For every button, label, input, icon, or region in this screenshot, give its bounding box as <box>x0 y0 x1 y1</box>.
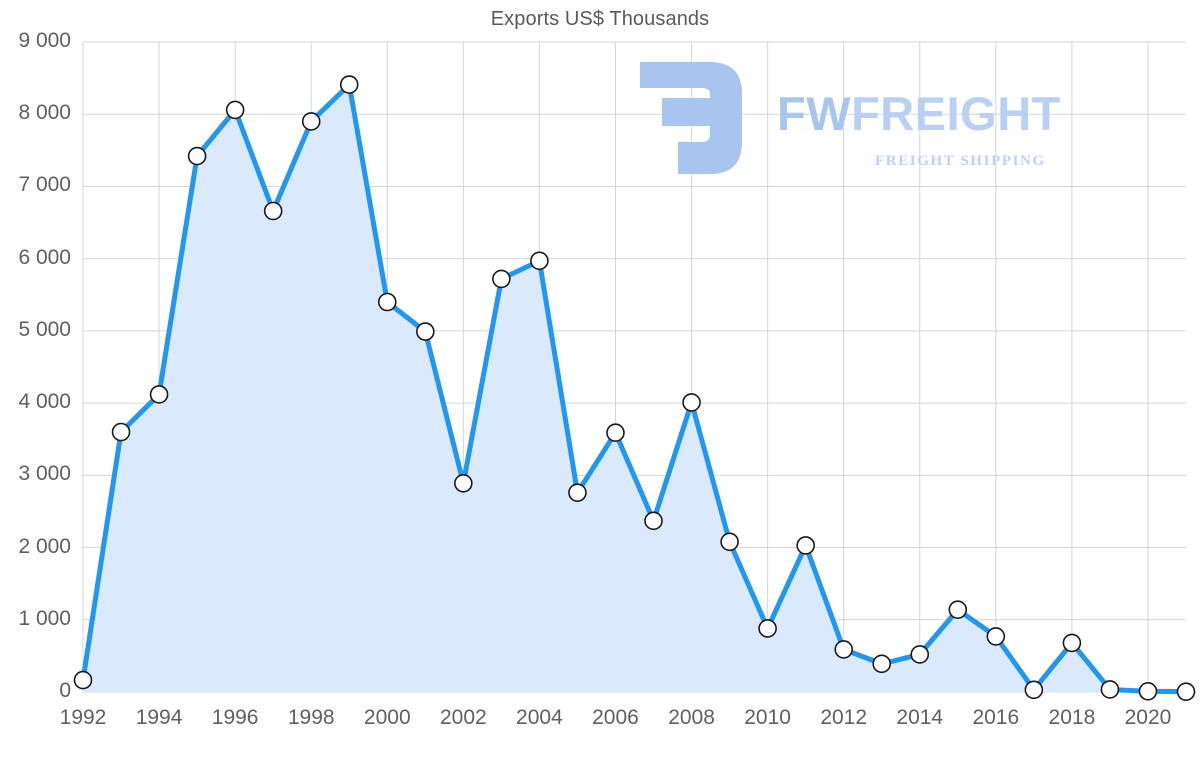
data-point-marker[interactable] <box>1100 680 1120 699</box>
chart-title: Exports US$ Thousands <box>490 8 710 30</box>
data-point-marker[interactable] <box>986 627 1006 646</box>
data-point-marker[interactable] <box>758 619 777 638</box>
y-axis-tick-label: 4 000 <box>18 390 71 414</box>
data-point-markers[interactable] <box>73 75 1196 701</box>
data-point-marker[interactable] <box>1138 681 1158 701</box>
x-axis-tick-label: 2010 <box>744 706 791 729</box>
data-point-marker[interactable] <box>568 483 587 502</box>
x-axis-tick-label: 2008 <box>668 706 715 729</box>
data-point-marker[interactable] <box>682 393 701 412</box>
data-point-marker[interactable] <box>73 670 93 690</box>
data-point-marker[interactable] <box>606 423 625 443</box>
y-axis-tick-label: 6 000 <box>18 245 71 269</box>
data-point-marker[interactable] <box>910 645 930 664</box>
y-axis-tick-label: 1 000 <box>18 606 71 630</box>
y-axis-tick-label: 8 000 <box>18 101 71 125</box>
y-axis-tick-label: 5 000 <box>18 317 71 341</box>
data-point-marker[interactable] <box>187 146 207 166</box>
x-axis-tick-label: 2016 <box>972 706 1020 729</box>
x-axis-tick-label: 2000 <box>363 706 411 729</box>
data-point-marker[interactable] <box>301 112 321 131</box>
data-point-marker[interactable] <box>872 654 892 674</box>
x-axis-tick-label: 1992 <box>59 706 107 729</box>
x-axis-tick-label: 2002 <box>439 706 487 729</box>
data-point-marker[interactable] <box>416 322 435 341</box>
data-line <box>80 82 1189 695</box>
data-point-marker[interactable] <box>111 422 131 442</box>
x-axis-tick-label: 1996 <box>211 706 259 729</box>
data-point-marker[interactable] <box>644 511 663 531</box>
data-point-marker[interactable] <box>796 536 815 555</box>
data-point-marker[interactable] <box>454 473 473 493</box>
x-axis-tick-label: 2018 <box>1048 706 1096 729</box>
data-point-marker[interactable] <box>530 251 549 271</box>
y-axis-tick-label: 0 <box>59 679 71 702</box>
x-axis-tick-label: 1994 <box>135 706 183 729</box>
x-axis-tick-label: 1998 <box>287 706 335 729</box>
area-fill <box>83 84 1186 693</box>
x-axis-tick-label: 2014 <box>896 706 944 729</box>
data-point-marker[interactable] <box>834 640 853 659</box>
x-axis-tick-label: 2020 <box>1124 706 1172 729</box>
data-point-marker[interactable] <box>1176 682 1196 701</box>
data-point-marker[interactable] <box>492 269 511 289</box>
data-point-marker[interactable] <box>1024 680 1044 700</box>
y-axis-tick-label: 3 000 <box>18 462 71 486</box>
data-point-marker[interactable] <box>149 385 169 404</box>
data-point-marker[interactable] <box>720 532 739 552</box>
x-axis-tick-label: 2004 <box>516 706 563 729</box>
x-axis-tick-label: 2012 <box>820 706 868 729</box>
data-point-marker[interactable] <box>1062 633 1082 653</box>
data-point-marker[interactable] <box>948 600 968 619</box>
y-axis-tick-label: 9 000 <box>18 29 71 52</box>
x-axis-tick-label: 2006 <box>592 706 639 729</box>
data-point-marker[interactable] <box>339 75 359 94</box>
data-point-marker[interactable] <box>377 292 397 312</box>
data-point-marker[interactable] <box>225 100 245 120</box>
y-axis-tick-label: 2 000 <box>18 534 71 558</box>
data-point-marker[interactable] <box>263 201 283 221</box>
y-axis-tick-label: 7 000 <box>18 173 71 197</box>
